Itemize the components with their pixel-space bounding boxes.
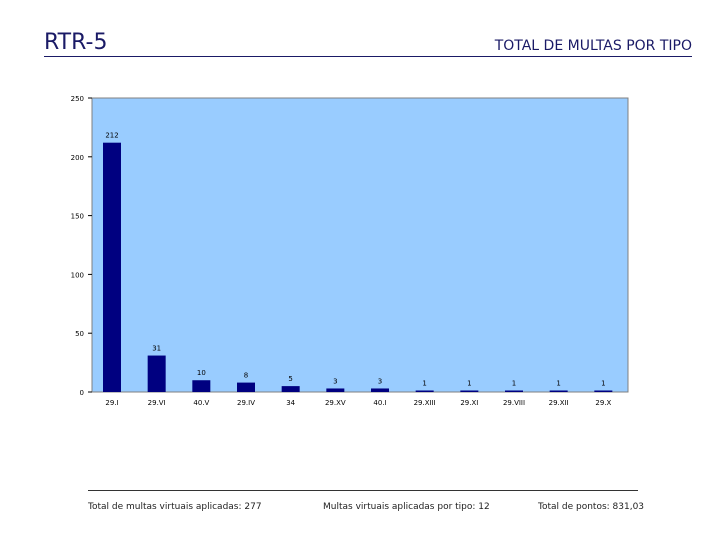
- plot-area: [91, 97, 629, 393]
- data-label: 1: [467, 380, 471, 388]
- data-label: 3: [378, 377, 382, 385]
- total-virtual-fines: Total de multas virtuais aplicadas: 277: [88, 502, 262, 512]
- page-title: TOTAL DE MULTAS POR TIPO: [454, 36, 692, 57]
- y-tick-label: 250: [71, 95, 84, 103]
- x-tick-label: 34: [286, 399, 295, 407]
- x-tick-label: 29.XII: [549, 399, 569, 407]
- bar: [326, 388, 345, 392]
- bars: [103, 142, 613, 392]
- x-tick-label: 29.VIII: [503, 399, 525, 407]
- bar: [415, 390, 434, 392]
- report-code: RTR-5: [44, 30, 454, 57]
- data-label: 1: [601, 380, 605, 388]
- x-tick-label: 29.XIII: [414, 399, 436, 407]
- x-tick-label: 29.XI: [460, 399, 478, 407]
- data-label: 3: [333, 377, 337, 385]
- bar: [192, 380, 211, 392]
- bar: [147, 355, 166, 392]
- x-tick-label: 29.IV: [237, 399, 255, 407]
- x-tick-label: 40.I: [373, 399, 386, 407]
- bar: [237, 382, 255, 392]
- y-tick-label: 0: [80, 389, 84, 397]
- x-tick-label: 29.VI: [148, 399, 166, 407]
- data-label: 1: [422, 380, 426, 388]
- bar: [460, 390, 479, 392]
- data-label: 31: [152, 345, 161, 353]
- y-tick-label: 50: [75, 330, 84, 338]
- bar: [549, 390, 568, 392]
- data-label: 1: [556, 380, 560, 388]
- bar-chart: 0 50 100 150 200 250 29.I 29.VI 40.V 29.IV 34 29.X…: [71, 95, 629, 407]
- data-label: 212: [105, 132, 118, 140]
- y-tick-label: 150: [71, 213, 84, 221]
- bar: [371, 388, 389, 392]
- y-tick-label: 100: [71, 271, 84, 279]
- fines-by-type: Multas virtuais aplicadas por tipo: 12: [323, 502, 490, 512]
- bar: [281, 386, 300, 392]
- data-label: 10: [197, 369, 206, 377]
- x-tick-label: 29.X: [595, 399, 611, 407]
- x-tick-labels: 29.I 29.VI 40.V 29.IV 34 29.XV 40.I 29.XIII 29.X…: [105, 399, 611, 407]
- bar: [505, 390, 523, 392]
- bar: [103, 142, 121, 392]
- x-tick-label: 29.I: [105, 399, 118, 407]
- data-label: 1: [512, 380, 516, 388]
- bar: [594, 390, 613, 392]
- y-tick-label: 200: [71, 154, 84, 162]
- data-label: 8: [244, 372, 248, 380]
- footer-divider: [88, 490, 638, 491]
- y-axis: 0 50 100 150 200 250: [71, 95, 92, 397]
- x-tick-label: 29.XV: [325, 399, 346, 407]
- total-points: Total de pontos: 831,03: [538, 502, 645, 512]
- data-label: 5: [288, 375, 292, 383]
- x-tick-label: 40.V: [193, 399, 209, 407]
